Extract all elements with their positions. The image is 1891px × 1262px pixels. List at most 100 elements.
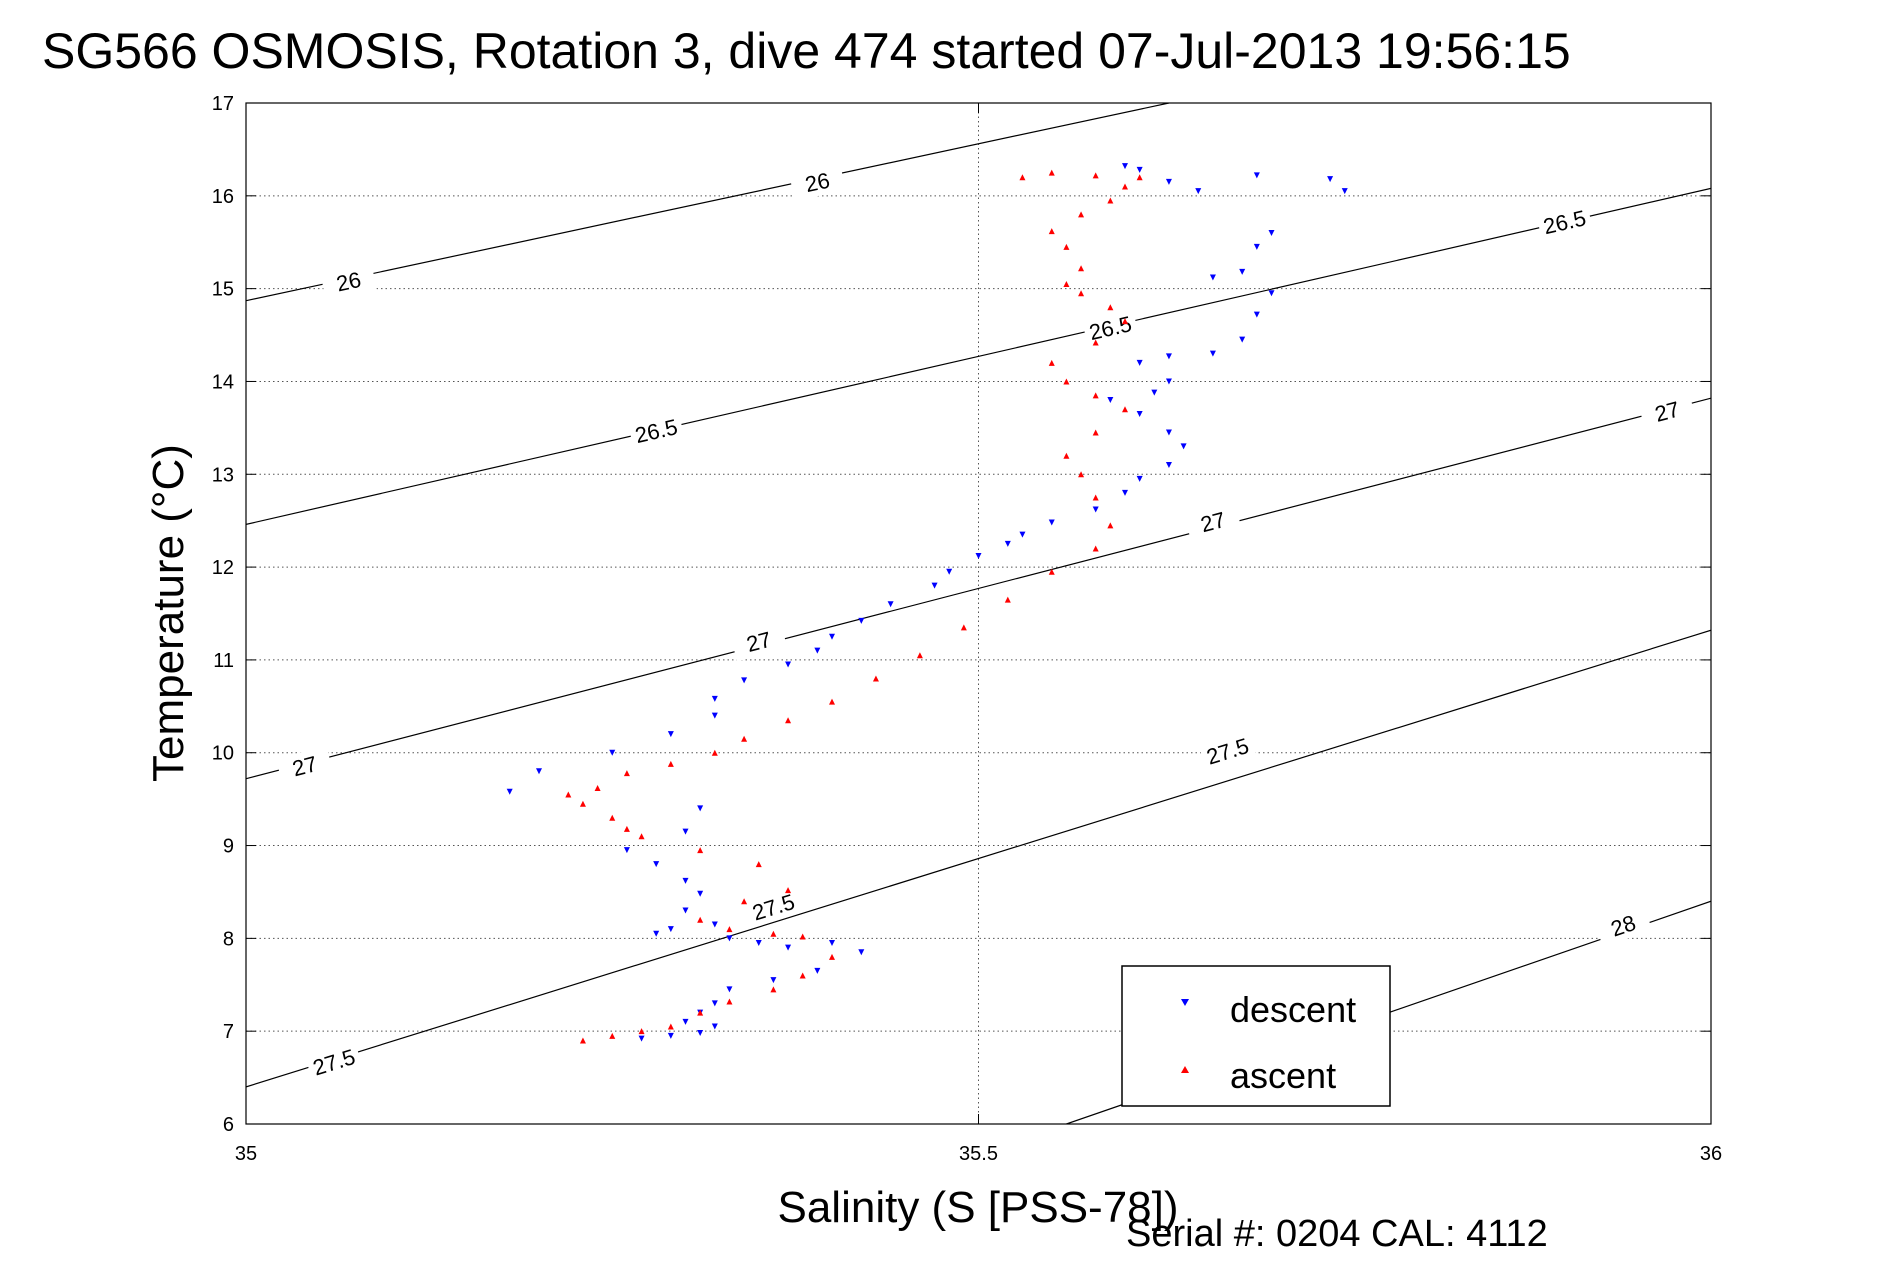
ascent-point-45	[1122, 318, 1128, 325]
descent-point-15	[1165, 353, 1172, 360]
ascent-point-30	[916, 652, 923, 659]
y-tick-label-5: 11	[213, 650, 234, 672]
descent-point-17	[1165, 378, 1172, 385]
descent-point-63	[711, 1000, 718, 1007]
descent-point-69	[638, 1035, 645, 1042]
serial-cal-text: Serial #: 0204 CAL: 4112	[1126, 1213, 1548, 1255]
contour-label-bg-0-1	[788, 162, 846, 202]
descent-point-43	[536, 768, 542, 775]
descent-point-8	[1253, 243, 1260, 250]
descent-point-11	[1268, 290, 1275, 297]
legend: descent ascent	[1121, 965, 1391, 1107]
ascent-point-56	[1092, 172, 1099, 179]
ascent-point-29	[872, 675, 879, 682]
descent-point-26	[1092, 506, 1099, 513]
legend-box	[1121, 965, 1391, 1107]
y-tick-label-1: 7	[223, 1021, 234, 1043]
contour-label-2-3: 27	[1652, 396, 1682, 426]
density-contour-1	[246, 187, 1711, 525]
ascent-point-15	[755, 861, 762, 868]
y-tick-label-6: 12	[212, 557, 234, 579]
series-ascent	[565, 169, 1143, 1044]
ascent-point-4	[697, 1009, 704, 1016]
descent-point-16	[1136, 359, 1143, 366]
ascent-point-33	[1048, 568, 1055, 575]
descent-point-3	[1195, 188, 1202, 195]
y-tick-label-10: 16	[212, 186, 234, 208]
density-contour-2	[246, 397, 1711, 780]
ascent-point-39	[1092, 429, 1099, 436]
contour-label-bg-1-0	[627, 411, 685, 451]
descent-point-33	[887, 601, 894, 608]
descent-point-10	[1209, 274, 1216, 281]
ascent-point-17	[638, 833, 645, 840]
descent-point-51	[682, 907, 689, 914]
descent-point-62	[726, 986, 733, 993]
ascent-point-35	[1107, 522, 1114, 529]
ascent-point-50	[1063, 243, 1070, 250]
descent-point-49	[682, 877, 689, 884]
descent-point-24	[1136, 475, 1143, 482]
ascent-point-0	[579, 1037, 586, 1044]
descent-point-65	[682, 1018, 689, 1025]
descent-point-6	[1341, 188, 1348, 195]
descent-point-23	[1165, 461, 1172, 468]
legend-label-ascent: ascent	[1230, 1055, 1336, 1096]
contour-label-bg-2-2	[1184, 501, 1242, 542]
ascent-point-42	[1063, 378, 1070, 385]
contour-label-bg-2-0	[275, 745, 334, 786]
descent-point-30	[975, 552, 982, 559]
contour-label-bg-2-3	[1638, 391, 1696, 432]
contour-label-bg-3-2	[1198, 729, 1257, 772]
contour-label-0-1: 26	[803, 168, 832, 198]
contour-label-2-0: 27	[290, 751, 320, 781]
ascent-point-44	[1092, 339, 1099, 346]
descent-point-20	[1136, 410, 1143, 417]
ascent-point-38	[1063, 452, 1070, 459]
grid-lines	[246, 103, 1711, 1124]
x-tick-label-1: 35.5	[959, 1143, 998, 1165]
contour-label-bg-1-1	[1081, 308, 1139, 348]
ascent-point-34	[1092, 545, 1099, 552]
descent-point-12	[1253, 311, 1260, 318]
ascent-point-52	[1078, 211, 1085, 218]
ascent-point-5	[726, 998, 733, 1005]
descent-point-28	[1019, 531, 1026, 538]
descent-point-9	[1239, 268, 1246, 275]
descent-point-36	[814, 647, 821, 654]
descent-point-35	[829, 633, 835, 640]
descent-point-7	[1268, 229, 1275, 236]
x-tick-label-2: 36	[1700, 1143, 1722, 1165]
descent-point-42	[609, 749, 616, 756]
descent-point-50	[697, 890, 704, 897]
descent-point-66	[711, 1023, 718, 1030]
ascent-point-55	[1136, 174, 1143, 181]
descent-point-53	[667, 926, 674, 933]
descent-point-52	[711, 921, 718, 928]
legend-label-descent: descent	[1230, 989, 1356, 1030]
ascent-point-28	[829, 698, 835, 705]
ascent-point-24	[667, 760, 674, 767]
density-contour-3	[246, 629, 1711, 1088]
descent-point-22	[1180, 443, 1187, 450]
descent-point-44	[506, 788, 513, 795]
descent-point-48	[653, 861, 660, 868]
descent-point-58	[829, 940, 835, 947]
data-points	[506, 163, 1348, 1044]
descent-point-46	[682, 828, 689, 835]
ascent-point-18	[623, 825, 630, 832]
axis-ticks: 35 35.5 36 6 7 8 9 10 11 12 13 14 15 16 17	[212, 93, 1722, 1165]
ascent-point-27	[785, 717, 792, 724]
ascent-point-16	[697, 847, 704, 854]
y-tick-label-0: 6	[223, 1114, 234, 1136]
ascent-point-3	[667, 1023, 674, 1030]
descent-point-4	[1253, 172, 1260, 179]
series-descent	[506, 163, 1348, 1042]
descent-point-2	[1165, 178, 1172, 185]
ascent-point-10	[770, 930, 777, 937]
ascent-point-26	[741, 735, 748, 742]
descent-point-41	[667, 731, 674, 738]
ascent-point-40	[1122, 406, 1128, 413]
descent-point-34	[858, 617, 865, 624]
